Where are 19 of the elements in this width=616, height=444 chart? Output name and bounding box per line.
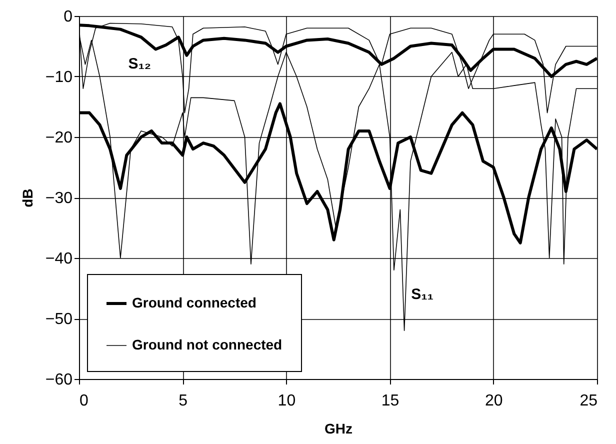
x-tick-label: 20 bbox=[485, 392, 503, 410]
x-tick-label: 15 bbox=[381, 392, 400, 410]
legend-label: Ground connected bbox=[132, 294, 256, 310]
annotation: S₁₁ bbox=[411, 286, 434, 303]
x-tick-label: 10 bbox=[278, 392, 296, 410]
x-axis-title: GHz bbox=[324, 420, 352, 436]
y-tick-label: 0 bbox=[64, 8, 73, 26]
y-tick-label: −50 bbox=[45, 311, 73, 328]
annotation: S₁₂ bbox=[128, 56, 152, 73]
legend-label: Ground not connected bbox=[132, 336, 282, 352]
y-tick-label: −60 bbox=[45, 372, 73, 388]
x-tick-label: 25 bbox=[580, 392, 598, 410]
y-tick-label: −10 bbox=[45, 69, 73, 86]
x-tick-label: 0 bbox=[80, 392, 88, 410]
y-tick-label: −30 bbox=[45, 190, 73, 207]
y-tick-label: −20 bbox=[45, 130, 73, 146]
y-tick-label: −40 bbox=[45, 250, 73, 268]
x-tick-label: 5 bbox=[178, 392, 188, 410]
y-axis-title: dB bbox=[19, 188, 36, 208]
